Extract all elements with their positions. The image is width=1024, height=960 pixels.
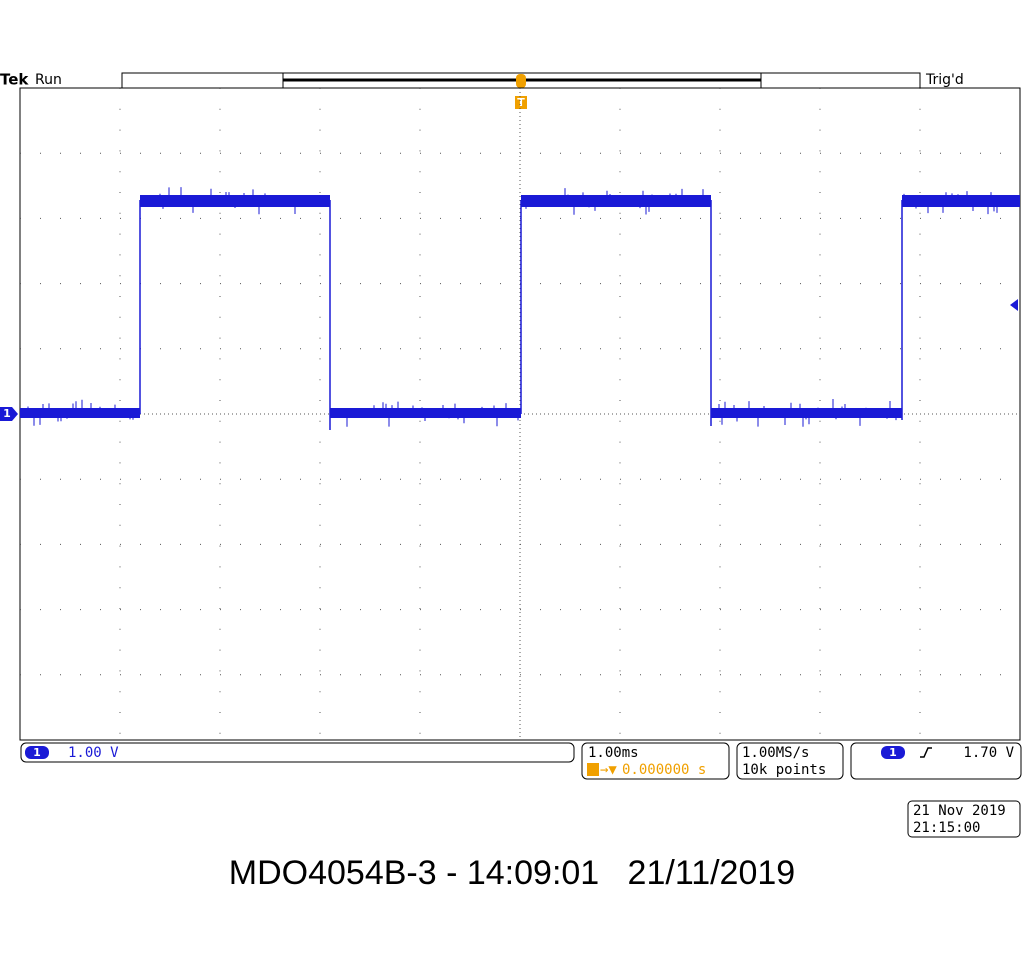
run-state: Run: [35, 72, 62, 88]
trigger-position-marker: [516, 74, 526, 88]
acquisition-readout: [736, 742, 844, 780]
channel-marker-shape: [0, 407, 18, 421]
channel-number: 1: [33, 746, 41, 759]
trigger-marker-box: [515, 96, 527, 109]
trigger-position: 0.000000 s: [622, 762, 706, 778]
timebase-readout: [581, 742, 730, 780]
trigger-level-marker: [1010, 299, 1018, 311]
waveform-edges: [139, 200, 903, 430]
brand: Tek: [0, 71, 29, 89]
sample-rate: 1.00MS/s: [742, 745, 809, 761]
trigger-channel: 1: [889, 746, 897, 759]
waveform-noise: [27, 187, 998, 427]
trigger-pos-icon: [587, 763, 599, 776]
channel-readout: [20, 742, 575, 763]
channel-marker: 1: [3, 407, 11, 420]
channel-scale: 1.00 V: [68, 745, 119, 761]
trigger-channel-badge: [881, 746, 905, 759]
date: 21 Nov 2019: [913, 803, 1006, 819]
record-length: 10k points: [742, 762, 826, 778]
trigger-level: 1.70 V: [963, 745, 1014, 761]
timebase-scale: 1.00ms: [588, 745, 639, 761]
timestamp-box: [907, 800, 1021, 838]
time: 21:15:00: [913, 820, 980, 836]
trigger-marker: T: [517, 96, 525, 109]
trigger-pos-arrow: →▼: [600, 762, 617, 778]
channel-badge: [25, 746, 49, 759]
trigger-status: Trig'd: [925, 72, 964, 88]
trigger-readout: [850, 742, 1022, 780]
trigger-slope: [920, 747, 932, 758]
caption: MDO4054B-3 - 14:09:01 21/11/2019: [229, 854, 795, 892]
